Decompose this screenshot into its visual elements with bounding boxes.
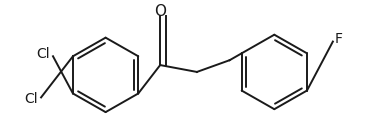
Text: F: F (335, 32, 343, 46)
Text: Cl: Cl (24, 92, 38, 106)
Text: Cl: Cl (36, 47, 50, 61)
Text: O: O (154, 4, 166, 19)
